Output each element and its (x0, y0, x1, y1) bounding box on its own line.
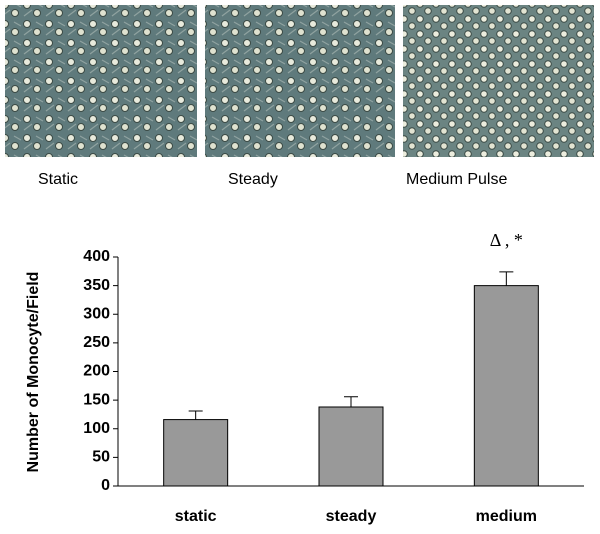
micrograph (5, 5, 197, 157)
x-tick-label: medium (476, 508, 537, 525)
y-tick-label: 350 (83, 277, 110, 294)
panel-label: Static (38, 171, 78, 188)
error-bar (499, 271, 514, 286)
y-tick-label: 300 (83, 305, 110, 322)
bar (318, 406, 384, 487)
micrograph (403, 5, 594, 157)
panel-label: Medium Pulse (406, 171, 507, 188)
error-bar (344, 396, 358, 407)
error-bar (188, 410, 203, 420)
y-tick-label: 100 (83, 420, 110, 437)
y-tick-label: 200 (83, 363, 110, 380)
x-tick-label: static (175, 508, 217, 525)
y-tick-label: 400 (83, 248, 110, 265)
y-tick-label: 150 (83, 391, 110, 408)
y-axis-label: Number of Monocyte/Field (25, 272, 42, 473)
x-tick-label: steady (326, 508, 377, 525)
y-tick-label: 0 (101, 477, 110, 494)
annotation: Δ , * (490, 230, 523, 250)
y-tick-label: 50 (92, 449, 110, 466)
y-tick-label: 250 (83, 334, 110, 351)
panel-label: Steady (228, 171, 278, 188)
micrograph (205, 5, 395, 157)
bar (163, 419, 229, 487)
bar (473, 285, 539, 487)
